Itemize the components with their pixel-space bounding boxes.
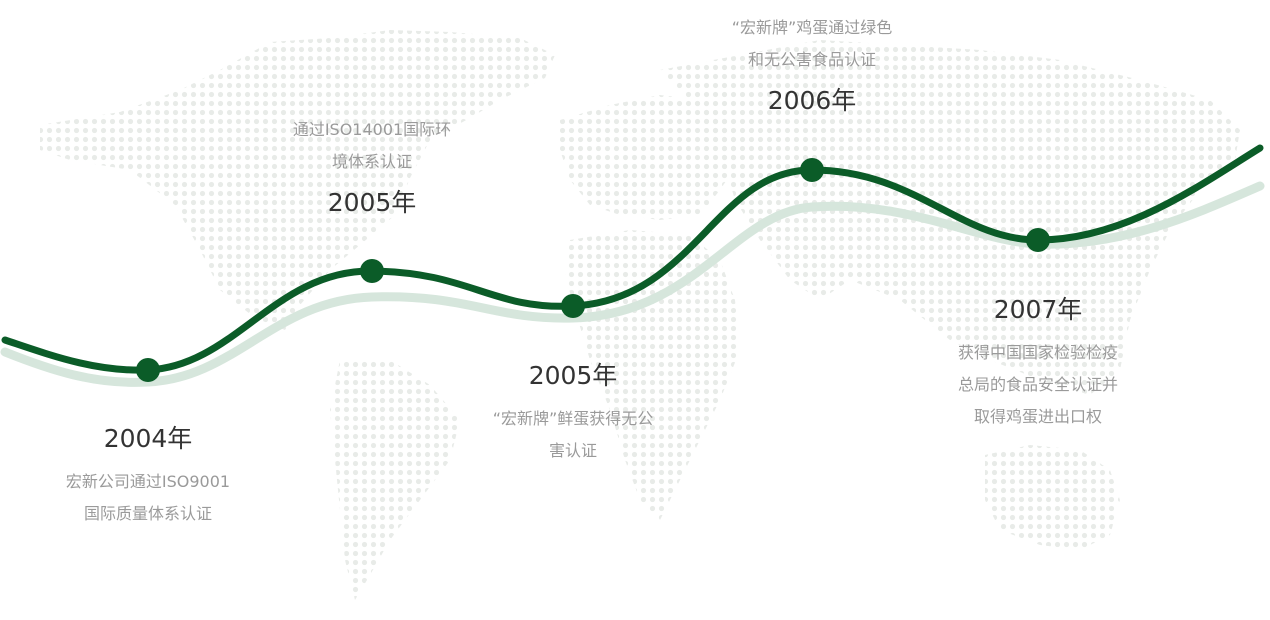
milestone-dot-2006[interactable] (800, 158, 824, 182)
milestone-description-line: 国际质量体系认证 (83, 504, 212, 523)
milestone-description: “宏新牌”鲜蛋获得无公 害认证 (463, 403, 683, 467)
milestone-year: 2007年 (993, 295, 1083, 324)
milestone-dot-2005-b[interactable] (561, 294, 585, 318)
milestone-2006: “宏新牌”鸡蛋通过绿色 和无公害食品认证 2006年 (702, 12, 922, 118)
milestone-description-line: 总局的食品安全认证并 (957, 375, 1118, 394)
milestone-year: 2005年 (528, 361, 618, 390)
milestone-dot-2005-a[interactable] (360, 259, 384, 283)
milestone-2004: 2004年 宏新公司通过ISO9001 国际质量体系认证 (38, 422, 258, 530)
milestone-description-line: 宏新公司通过ISO9001 (65, 472, 231, 491)
milestone-year: 2005年 (327, 188, 417, 217)
milestone-description: “宏新牌”鸡蛋通过绿色 和无公害食品认证 (702, 12, 922, 76)
milestone-description-line: “宏新牌”鲜蛋获得无公 (492, 409, 654, 428)
milestone-description: 获得中国国家检验检疫 总局的食品安全认证并 取得鸡蛋进出口权 (928, 337, 1148, 433)
milestone-dot-2004[interactable] (136, 358, 160, 382)
milestone-description-line: 通过ISO14001国际环 (292, 120, 452, 139)
milestone-description-line: 获得中国国家检验检疫 (957, 343, 1118, 362)
milestone-description-line: 取得鸡蛋进出口权 (973, 407, 1102, 426)
milestone-description-line: 和无公害食品认证 (747, 50, 876, 69)
milestone-description-line: “宏新牌”鸡蛋通过绿色 (731, 18, 893, 37)
milestone-description: 通过ISO14001国际环 境体系认证 (262, 114, 482, 178)
milestone-2005-a: 通过ISO14001国际环 境体系认证 2005年 (262, 114, 482, 220)
milestone-description-line: 境体系认证 (331, 152, 412, 171)
milestone-year: 2004年 (103, 424, 193, 453)
milestone-year: 2006年 (767, 86, 857, 115)
milestone-2007: 2007年 获得中国国家检验检疫 总局的食品安全认证并 取得鸡蛋进出口权 (928, 293, 1148, 433)
milestone-description-line: 害认证 (548, 441, 597, 460)
milestone-description: 宏新公司通过ISO9001 国际质量体系认证 (38, 466, 258, 530)
milestone-2005-b: 2005年 “宏新牌”鲜蛋获得无公 害认证 (463, 359, 683, 467)
milestone-dot-2007[interactable] (1026, 228, 1050, 252)
